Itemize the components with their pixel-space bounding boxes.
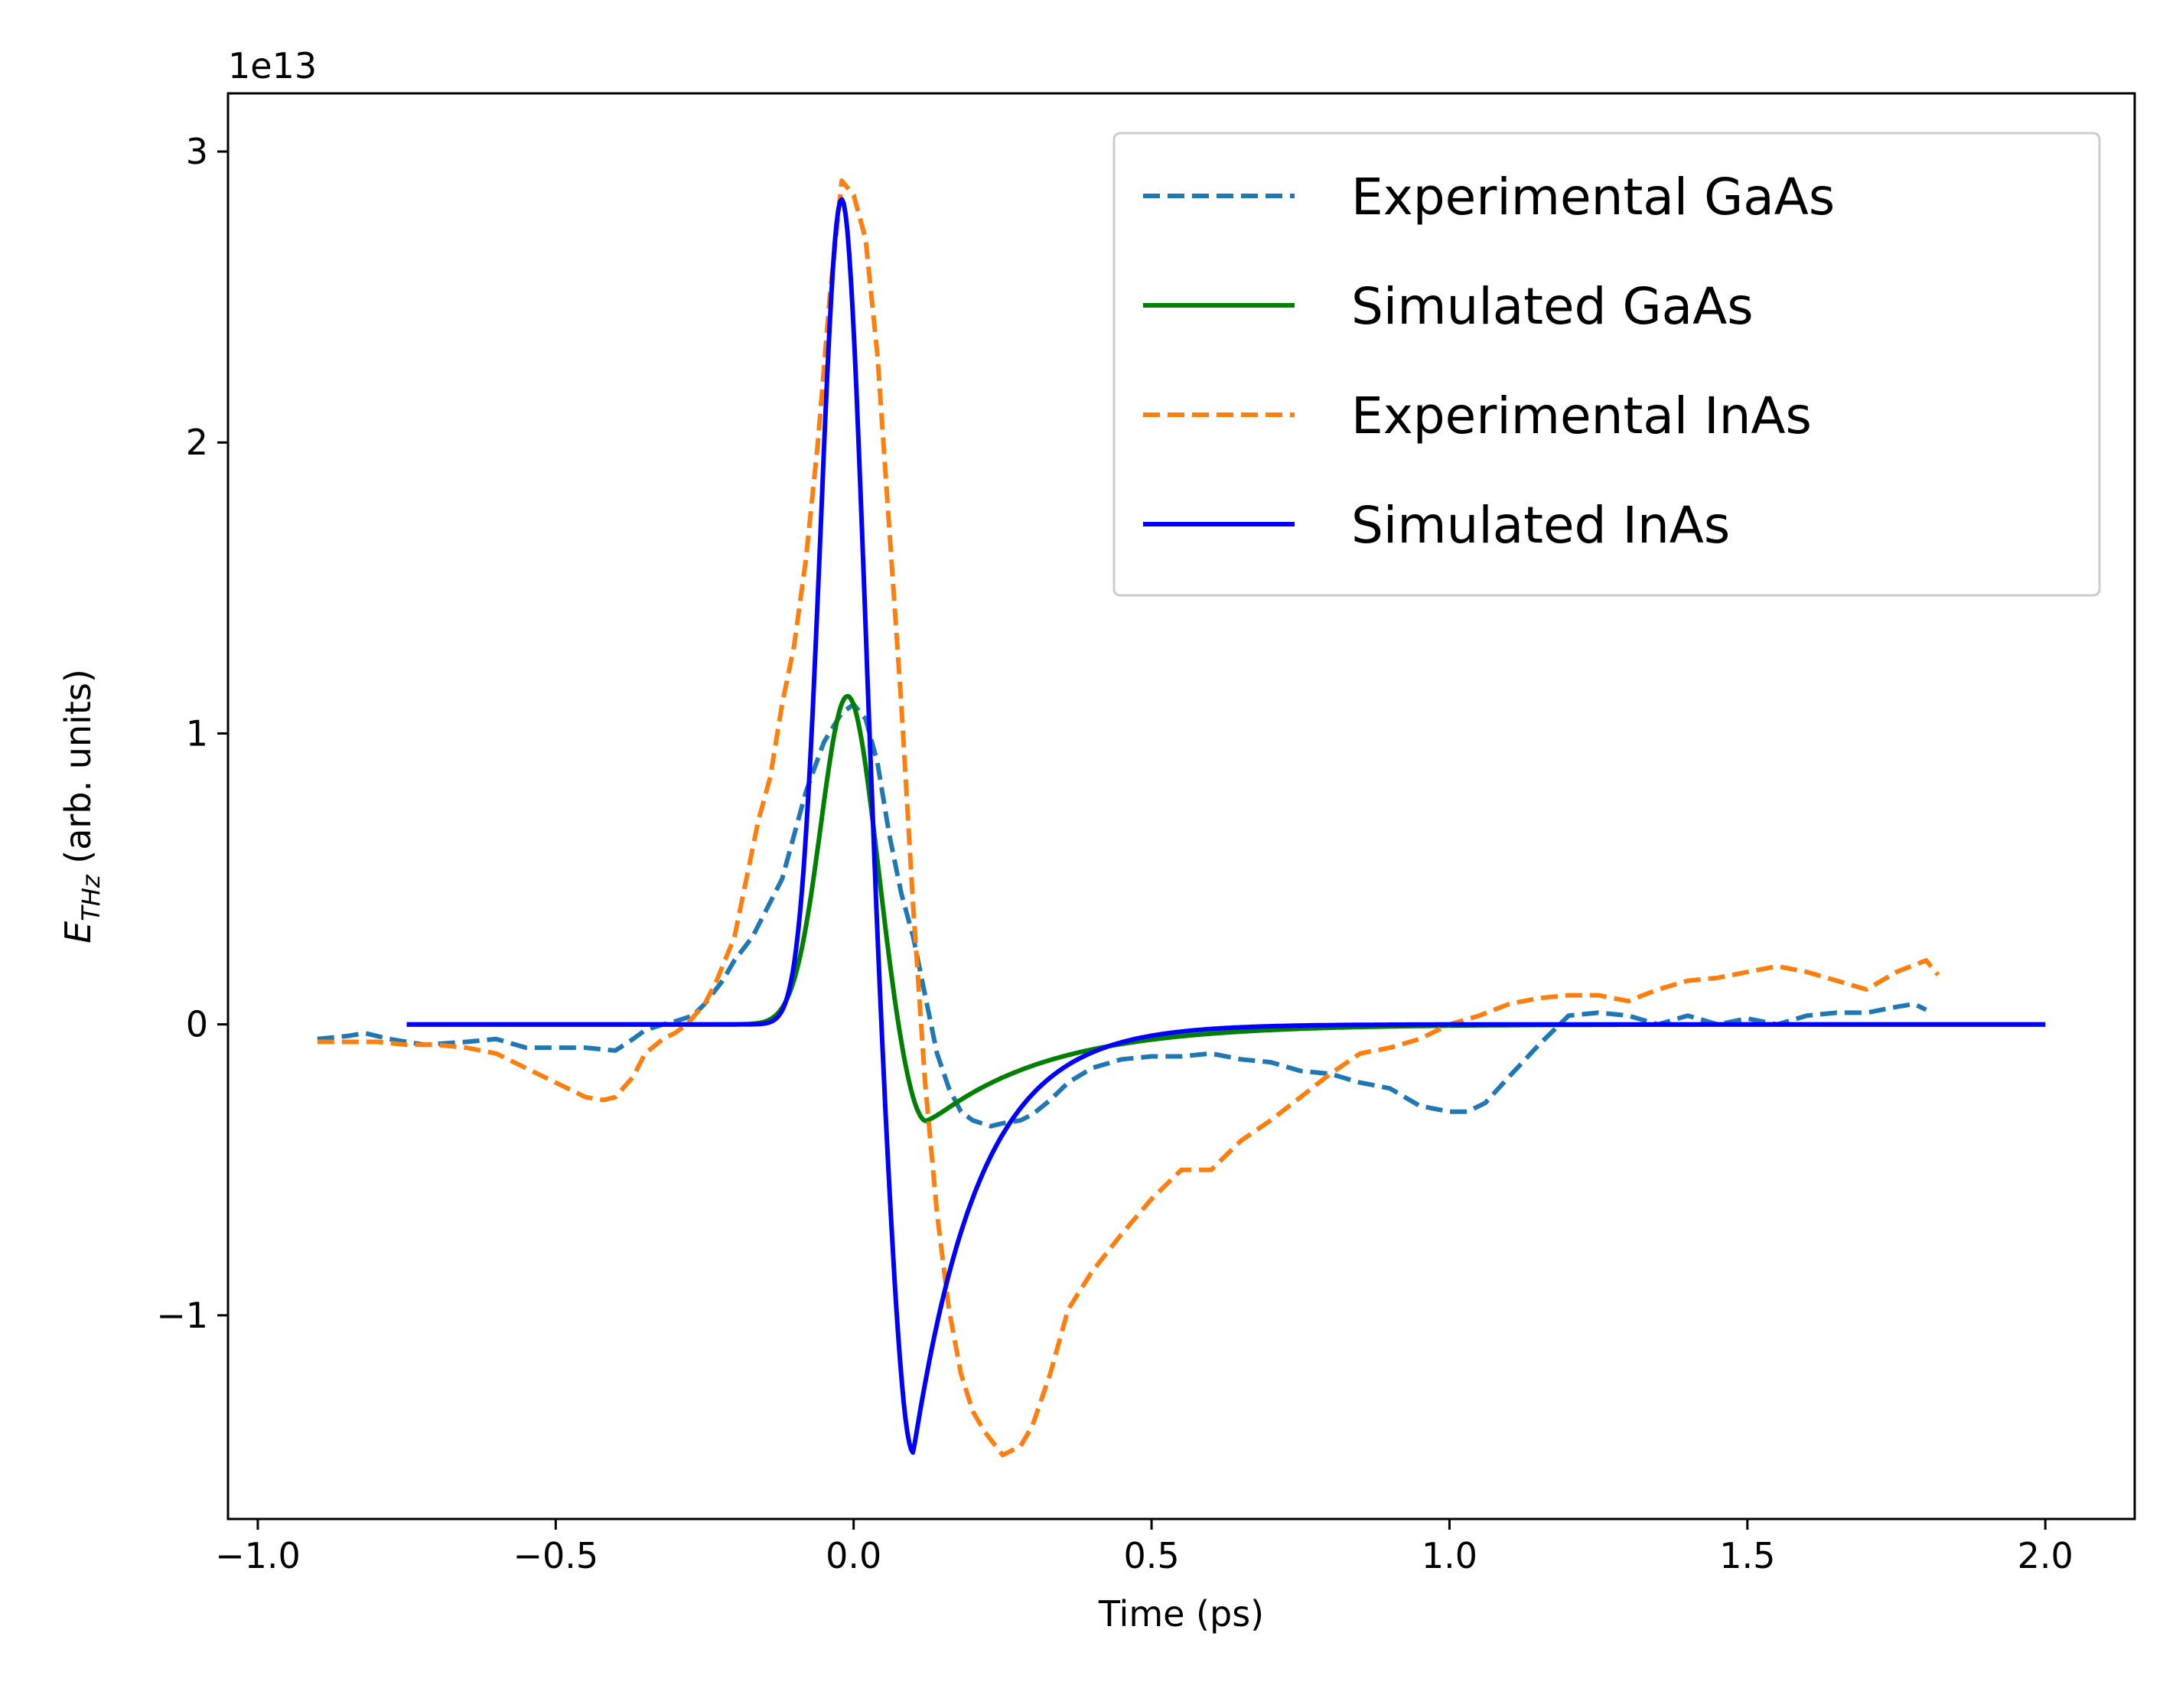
x-tick-label: −1.0 xyxy=(215,1535,301,1576)
series-layer xyxy=(317,178,2046,1458)
x-tick-label: 1.0 xyxy=(1422,1535,1477,1576)
y-tick-label: 3 xyxy=(186,131,208,172)
y-axis-offset-text: 1e13 xyxy=(228,45,317,86)
y-tick-label: 2 xyxy=(186,422,208,463)
series-line-experimental-inas xyxy=(317,178,1940,1458)
legend-label: Simulated GaAs xyxy=(1351,277,1754,336)
y-axis-title-units: (arb. units) xyxy=(57,669,99,875)
y-axis-title-subscript: THz xyxy=(77,874,106,921)
series-line-simulated-inas xyxy=(406,197,2046,1455)
y-axis-title: ETHz (arb. units) xyxy=(57,669,106,944)
legend-box xyxy=(1112,132,2101,597)
y-axis: −1 0 1 2 3 xyxy=(156,131,228,1336)
legend-label: Experimental GaAs xyxy=(1351,168,1835,227)
x-tick-label: 0.0 xyxy=(826,1535,881,1576)
plot-area xyxy=(226,92,2136,1521)
y-tick-label: 0 xyxy=(186,1004,208,1045)
series-line-experimental-gaas xyxy=(317,702,1927,1129)
axes-frame xyxy=(226,92,2136,1521)
legend-label: Simulated InAs xyxy=(1351,496,1730,555)
x-tick-label: 2.0 xyxy=(2018,1535,2073,1576)
x-tick-label: 0.5 xyxy=(1123,1535,1179,1576)
x-tick-label: 1.5 xyxy=(1719,1535,1775,1576)
legend-label: Experimental InAs xyxy=(1351,386,1812,445)
x-tick-label: −0.5 xyxy=(513,1535,598,1576)
y-tick-label: 1 xyxy=(186,712,208,754)
x-axis-title: Time (ps) xyxy=(1098,1593,1264,1635)
y-axis-title-symbol: E xyxy=(57,921,99,944)
x-axis: −1.0 −0.5 0.0 0.5 1.0 1.5 2.0 xyxy=(215,1519,2073,1576)
y-tick-label: −1 xyxy=(156,1295,208,1336)
legend: Experimental GaAs Simulated GaAs Experimen… xyxy=(1112,132,2101,597)
